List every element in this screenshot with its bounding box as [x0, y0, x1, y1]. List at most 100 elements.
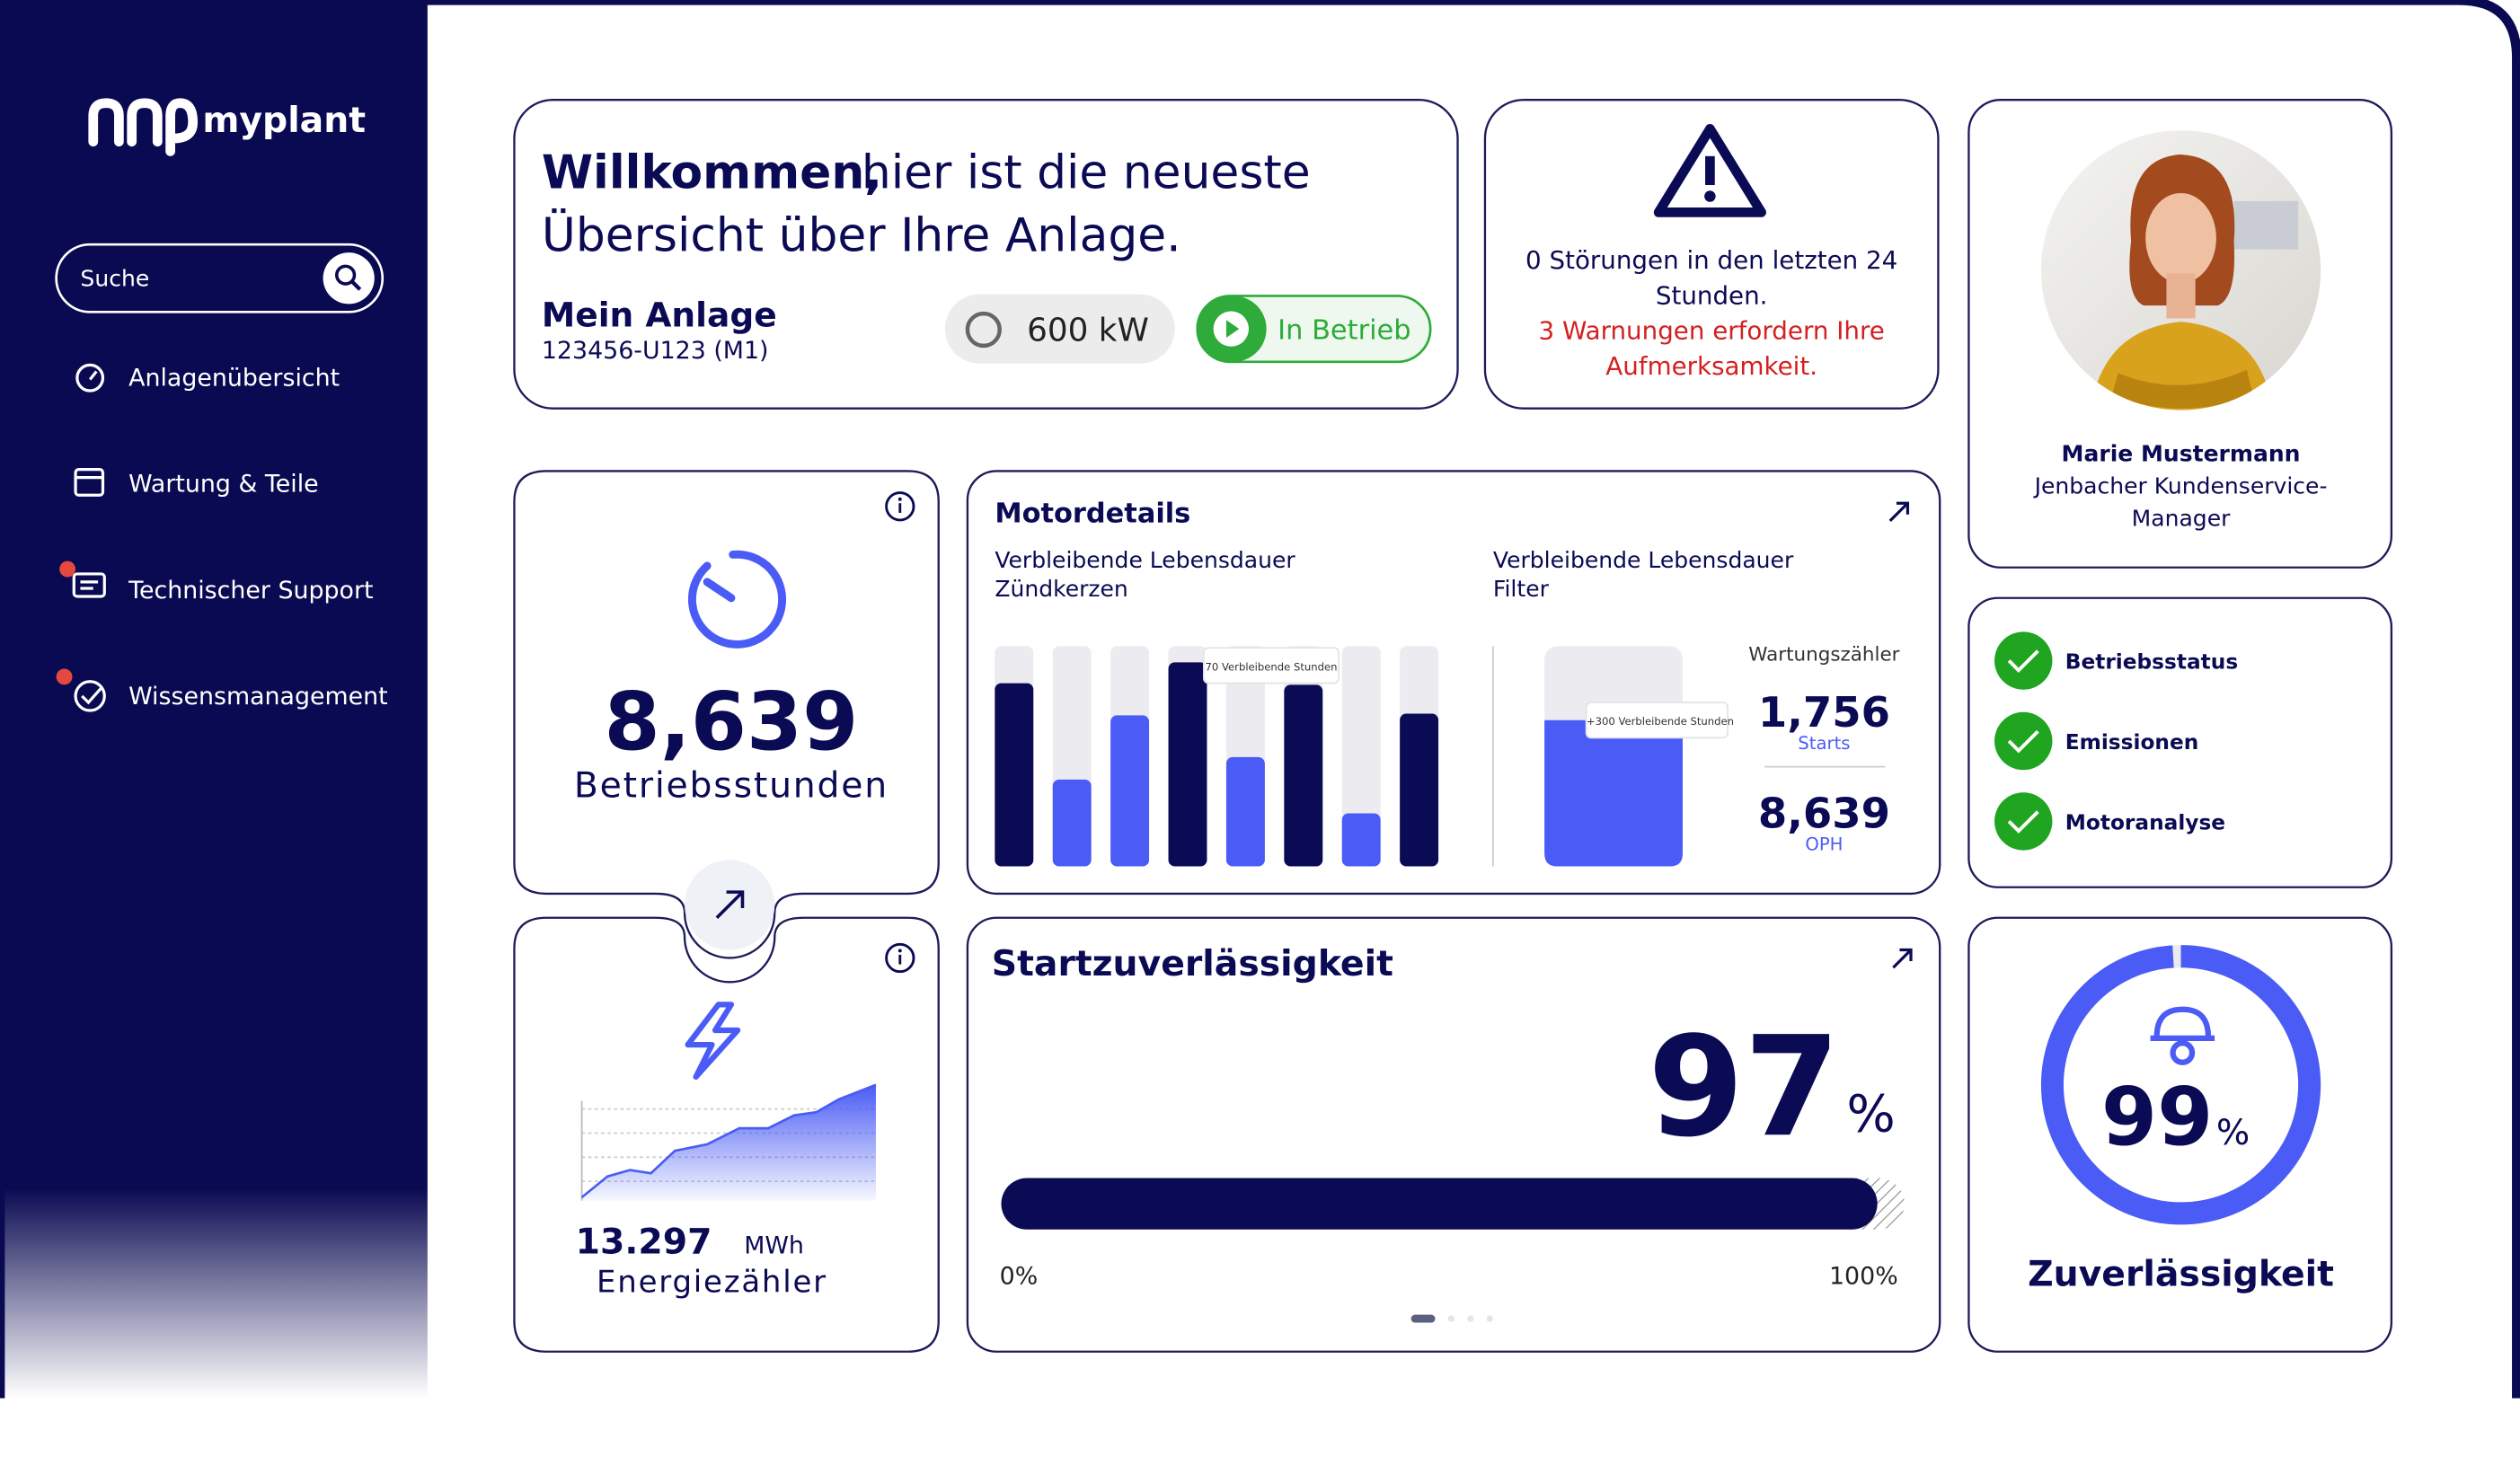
progress-max-label: 100% [1829, 1263, 1898, 1291]
check-icon [2007, 649, 2039, 674]
status-card [1967, 596, 2393, 888]
warning-icon [1705, 155, 1715, 186]
hours-label: Betriebsstunden [574, 765, 889, 807]
starts-value: 1,756 [1758, 688, 1890, 737]
disturbance-text: 0 Störungen in den letzten 24 [1525, 245, 1897, 275]
progress-min-label: 0% [1000, 1263, 1039, 1291]
start-reliability-value: 97 [1648, 1007, 1840, 1168]
logo-icon [88, 98, 199, 156]
helmet-icon [2150, 1006, 2215, 1065]
oph-value: 8,639 [1758, 790, 1890, 838]
filter-label: Verbleibende Lebensdauer [1493, 547, 1794, 573]
spark-plug-bars [995, 646, 1439, 867]
filter-tooltip: +300 Verbleibende Stunden [1587, 715, 1734, 728]
open-icon[interactable] [1888, 501, 1910, 523]
check-label: Motoranalyse [2065, 810, 2225, 834]
warning-text: Aufmerksamkeit. [1605, 351, 1817, 381]
counter-title: Wartungszähler [1748, 644, 1899, 666]
motor-title: Motordetails [995, 499, 1190, 530]
contact-role: Jenbacher Kundenservice- [2033, 472, 2328, 499]
hours-card [513, 470, 940, 959]
reliability-ring [2040, 945, 2321, 1225]
warning-icon [1653, 124, 1767, 217]
search-placeholder: Suche [80, 266, 149, 292]
check-icon [1994, 711, 2053, 771]
pager-dot[interactable] [1410, 1314, 1436, 1323]
check-label: Betriebsstatus [2065, 649, 2238, 674]
expand-icon [715, 890, 745, 920]
device-frame [0, 0, 2520, 1399]
plant-id: 123456-U123 (M1) [542, 337, 769, 365]
warning-icon [1704, 190, 1716, 202]
info-icon[interactable] [885, 942, 915, 974]
check-icon [1994, 631, 2053, 690]
energy-unit: MWh [744, 1232, 804, 1260]
contact-photo [2040, 130, 2321, 410]
notification-dot [59, 560, 76, 578]
contact-name: Marie Mustermann [2062, 441, 2301, 467]
search-button[interactable] [323, 252, 375, 305]
energy-sparkline [581, 1084, 876, 1201]
headline: hier ist die neueste [862, 146, 1311, 200]
info-icon [897, 497, 902, 501]
pager-dot[interactable] [1486, 1315, 1493, 1322]
tooltip [1202, 647, 1340, 684]
check-label: Emissionen [2065, 730, 2199, 755]
contact-role: Manager [2132, 505, 2231, 531]
progress-bar [1001, 1178, 1878, 1230]
start-reliability-title: Startzuverlässigkeit [992, 943, 1393, 984]
filter-label: Filter [1493, 576, 1550, 602]
check-icon [1994, 792, 2053, 851]
reliability-unit: % [2216, 1112, 2250, 1153]
greeting: Willkommen, [542, 146, 882, 200]
pager-dot[interactable] [1447, 1315, 1455, 1322]
spark-plug-label: Verbleibende Lebensdauer [995, 547, 1295, 573]
starts-label: Starts [1798, 733, 1850, 754]
search-icon [334, 264, 357, 286]
bolt-icon [685, 1002, 741, 1080]
check-icon [2007, 729, 2039, 754]
info-icon [897, 949, 902, 953]
spark-plug-tooltip: 70 Verbleibende Stunden [1206, 660, 1338, 673]
logo-text: myplant [202, 100, 366, 141]
timer-icon [703, 578, 736, 603]
info-icon[interactable] [885, 491, 915, 522]
pager-dot[interactable] [1467, 1315, 1474, 1322]
headline: Übersicht über Ihre Anlage. [542, 207, 1181, 262]
energy-sparkline [580, 1083, 877, 1199]
timer-icon [687, 550, 787, 649]
play-icon [1225, 320, 1240, 338]
hours-value: 8,639 [604, 675, 858, 769]
power-pill [944, 294, 1175, 364]
tooltip [1585, 702, 1729, 739]
energy-value: 13.297 [576, 1222, 712, 1263]
notification-dot [56, 668, 73, 685]
nav-item[interactable]: Wartung & Teile [128, 471, 319, 499]
plant-name: Mein Anlage [542, 295, 777, 334]
spark-plug-label: Zündkerzen [995, 576, 1127, 602]
sidebar [0, 0, 428, 1399]
motor-card [966, 470, 1941, 896]
nav-item[interactable]: Anlagenübersicht [128, 365, 340, 393]
check-icon [2007, 810, 2039, 834]
start-reliability-unit: % [1846, 1085, 1895, 1144]
status: In Betrieb [1278, 315, 1410, 347]
oph-label: OPH [1805, 834, 1843, 855]
nav-item[interactable]: Wissensmanagement [128, 683, 388, 711]
reliability-value: 99 [2101, 1071, 2213, 1164]
search-box[interactable] [55, 243, 385, 313]
nav-item[interactable]: Technischer Support [128, 577, 373, 605]
disturbance-text: Stunden. [1656, 280, 1768, 310]
alerts-card [1483, 99, 1940, 410]
power: 600 kW [1027, 313, 1149, 349]
power-icon [965, 311, 1002, 349]
reliability-label: Zuverlässigkeit [2028, 1253, 2334, 1294]
search-icon [350, 279, 362, 291]
open-icon[interactable] [1892, 948, 1913, 969]
warning-text: 3 Warnungen erfordern Ihre [1539, 316, 1885, 346]
energy-label: Energiezähler [597, 1265, 827, 1301]
nav-icons [72, 363, 106, 712]
start-reliability-card [966, 916, 1941, 1353]
